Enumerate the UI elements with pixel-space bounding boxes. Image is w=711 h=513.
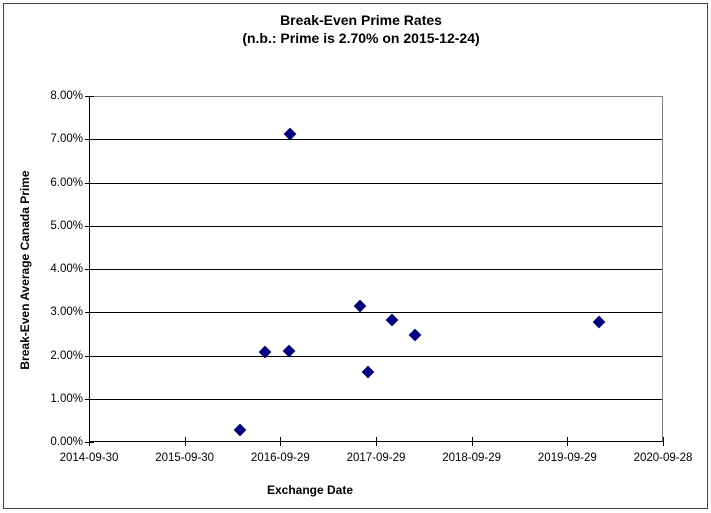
y-axis-tick-label: 1.00% xyxy=(50,392,83,405)
gridline-7-percent xyxy=(90,139,662,141)
gridline-2-percent xyxy=(90,355,662,357)
chart-title-block: Break-Even Prime Rates (n.b.: Prime is 2… xyxy=(11,11,711,47)
gridline-5-percent xyxy=(90,225,662,227)
gridline-3-percent xyxy=(90,312,662,314)
x-axis-title: Exchange Date xyxy=(266,483,354,497)
x-axis-tick-label: 2019-09-29 xyxy=(537,452,597,464)
y-axis-tick xyxy=(85,355,94,357)
y-axis-tick-label: 4.00% xyxy=(50,263,83,275)
y-axis-tick-label: 8.00% xyxy=(50,90,83,102)
y-axis-tick xyxy=(85,312,94,314)
gridline-4-percent xyxy=(90,269,662,270)
y-axis-tick-label: 7.00% xyxy=(50,133,83,146)
x-axis-tick-label: 2014-09-30 xyxy=(59,452,119,464)
y-axis-tick-label: 2.00% xyxy=(50,349,83,362)
y-axis-tick xyxy=(85,96,94,97)
x-axis-tick xyxy=(376,437,377,446)
x-axis-tick xyxy=(89,437,90,446)
x-axis-tick-label: 2020-09-28 xyxy=(633,452,693,464)
x-axis-tick-label: 2018-09-29 xyxy=(442,452,502,464)
x-axis-tick xyxy=(471,437,473,446)
chart-outer-border xyxy=(3,3,708,509)
x-axis-tick-label: 2015-09-30 xyxy=(155,452,215,464)
y-axis-tick-label: 5.00% xyxy=(50,219,83,232)
x-axis-tick xyxy=(280,437,282,446)
y-axis-tick xyxy=(85,139,94,141)
gridline-6-percent xyxy=(90,182,662,184)
x-axis-tick-label: 2017-09-29 xyxy=(346,452,406,464)
x-axis-tick xyxy=(567,437,569,446)
y-axis-tick xyxy=(85,225,94,227)
y-axis-tick-label: 6.00% xyxy=(50,176,83,189)
chart-title: Break-Even Prime Rates xyxy=(280,12,442,28)
x-axis-tick xyxy=(663,437,664,446)
y-axis-tick xyxy=(85,182,94,184)
y-axis-tick xyxy=(85,269,94,270)
y-axis-tick xyxy=(85,398,94,400)
chart-subtitle: (n.b.: Prime is 2.70% on 2015-12-24) xyxy=(242,30,480,46)
gridline-1-percent xyxy=(90,398,662,400)
x-axis-tick-label: 2016-09-29 xyxy=(250,452,310,464)
y-axis-tick-label: 3.00% xyxy=(50,306,83,319)
x-axis-tick xyxy=(184,437,186,446)
y-axis-tick-label: 0.00% xyxy=(50,436,83,448)
